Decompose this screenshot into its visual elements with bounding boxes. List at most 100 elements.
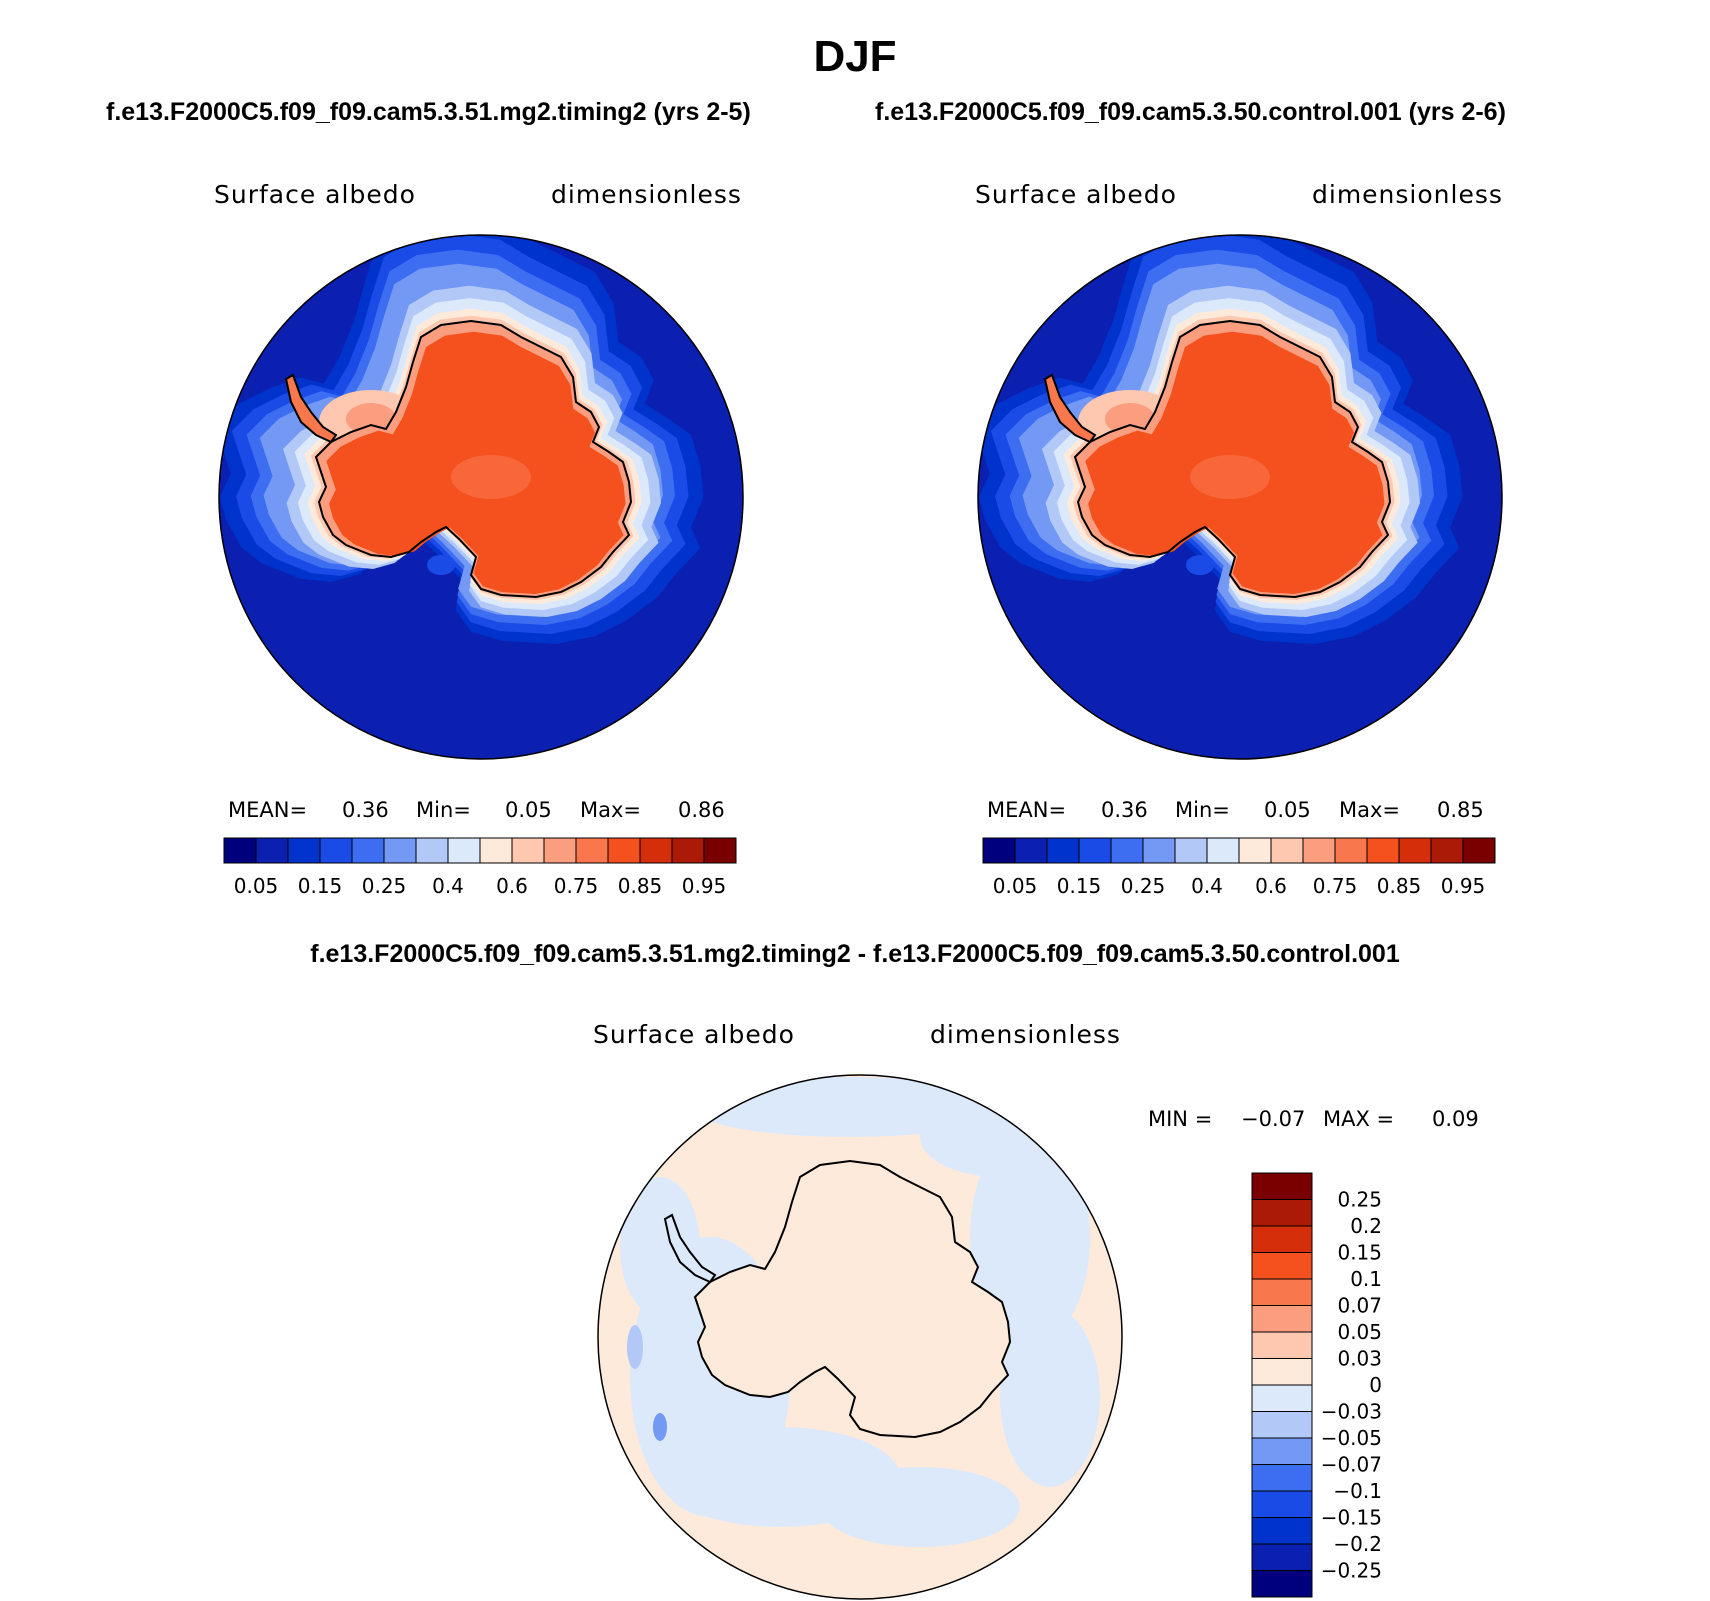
- colorbar-swatch: [479, 837, 513, 864]
- colorbar-swatch: [639, 837, 673, 864]
- colorbar-tick-label: 0.25: [1337, 1188, 1382, 1212]
- colorbar-swatch: [1398, 837, 1432, 864]
- panel-right-units: dimensionless: [1312, 180, 1503, 209]
- colorbar-swatch: [415, 837, 449, 864]
- colorbar-tick-label: −0.25: [1321, 1559, 1382, 1583]
- panel-right-mean: 0.36: [1101, 798, 1148, 822]
- colorbar-tick-label: 0.4: [432, 874, 464, 898]
- panel-left-mean-label: MEAN=: [228, 798, 308, 822]
- colorbar-tick-label: 0.15: [1057, 874, 1102, 898]
- negative-anomaly-strong: [627, 1325, 643, 1369]
- panel-right-map-border: [977, 234, 1503, 760]
- peninsula-coastline: [663, 1213, 717, 1284]
- colorbar-swatch: [1302, 837, 1336, 864]
- colorbar-swatch: [1251, 1252, 1313, 1280]
- difference-variable: Surface albedo: [593, 1020, 795, 1049]
- negative-anomaly: [970, 1127, 1090, 1347]
- colorbar-swatch: [1251, 1225, 1313, 1253]
- colorbar-swatch: [1174, 837, 1208, 864]
- colorbar-swatch: [223, 837, 257, 864]
- colorbar-swatch: [287, 837, 321, 864]
- panel-right-min: 0.05: [1264, 798, 1311, 822]
- colorbar-swatch: [351, 837, 385, 864]
- colorbar-tick-label: −0.15: [1321, 1506, 1382, 1530]
- panel-left-map-border: [218, 234, 744, 760]
- difference-max-label: MAX =: [1323, 1107, 1395, 1131]
- interior-patch: [451, 455, 531, 499]
- peninsula-coastline: [1043, 373, 1097, 444]
- colorbar-swatch: [511, 837, 545, 864]
- panel-left-max: 0.86: [678, 798, 725, 822]
- colorbar-tick-label: −0.03: [1321, 1400, 1382, 1424]
- colorbar-tick-label: 0.03: [1337, 1347, 1382, 1371]
- colorbar-swatch: [255, 837, 289, 864]
- colorbar-swatch: [1251, 1411, 1313, 1439]
- colorbar-swatch: [1251, 1305, 1313, 1333]
- panel-right-colorbar: 0.05 0.15 0.25 0.4 0.6 0.75 0.85 0.95: [982, 837, 1496, 898]
- colorbar-tick-label: 0.75: [1313, 874, 1358, 898]
- colorbar-tick-label: 0.1: [1350, 1267, 1382, 1291]
- panel-left-variable: Surface albedo: [214, 180, 416, 209]
- colorbar-swatch: [543, 837, 577, 864]
- colorbar-tick-label: 0.95: [1441, 874, 1486, 898]
- colorbar-tick-label: 0.05: [234, 874, 279, 898]
- difference-max: 0.09: [1432, 1107, 1479, 1131]
- sea-ice-blob-core: [346, 403, 396, 435]
- colorbar-swatch: [1366, 837, 1400, 864]
- colorbar-tick-label: 0.25: [362, 874, 407, 898]
- colorbar-swatch: [1251, 1437, 1313, 1465]
- colorbar-tick-label: −0.07: [1321, 1453, 1382, 1477]
- positive-anomaly: [741, 1075, 759, 1098]
- difference-units: dimensionless: [930, 1020, 1121, 1049]
- colorbar-swatch: [1046, 837, 1080, 864]
- panel-left-map: [219, 235, 743, 759]
- negative-anomaly: [1000, 1307, 1100, 1487]
- panel-right-max: 0.85: [1437, 798, 1484, 822]
- negative-anomaly: [620, 1177, 700, 1317]
- colorbar-swatch: [671, 837, 705, 864]
- colorbar-swatch: [1251, 1517, 1313, 1545]
- colorbar-swatch: [1251, 1543, 1313, 1571]
- colorbar-tick-label: 0.85: [618, 874, 663, 898]
- colorbar-swatch: [383, 837, 417, 864]
- difference-map: [598, 1075, 1122, 1599]
- panel-right-min-label: Min=: [1175, 798, 1230, 822]
- difference-min-label: MIN =: [1148, 1107, 1213, 1131]
- colorbar-swatch: [1251, 1490, 1313, 1518]
- colorbar-tick-label: 0.75: [554, 874, 599, 898]
- panel-left-units: dimensionless: [551, 180, 742, 209]
- colorbar-swatch: [1251, 1199, 1313, 1227]
- panel-right-case-title: f.e13.F2000C5.f09_f09.cam5.3.50.control.…: [875, 98, 1506, 126]
- ross-sea-inlet: [1186, 555, 1214, 575]
- panel-right-max-label: Max=: [1339, 798, 1401, 822]
- colorbar-tick-label: 0.25: [1121, 874, 1166, 898]
- colorbar-tick-label: 0.95: [682, 874, 727, 898]
- colorbar-tick-label: −0.2: [1333, 1532, 1382, 1556]
- colorbar-tick-label: −0.05: [1321, 1426, 1382, 1450]
- colorbar-swatch: [1014, 837, 1048, 864]
- panel-right-variable: Surface albedo: [975, 180, 1177, 209]
- colorbar-swatch: [1251, 1464, 1313, 1492]
- colorbar-swatch: [982, 837, 1016, 864]
- colorbar-swatch: [1238, 837, 1272, 864]
- panel-left-min-label: Min=: [416, 798, 471, 822]
- coastline: [314, 319, 633, 599]
- coastline: [1073, 319, 1392, 599]
- negative-anomaly-strong: [653, 1413, 667, 1441]
- colorbar-swatch: [1078, 837, 1112, 864]
- sea-ice-blob-core: [1105, 403, 1155, 435]
- colorbar-swatch: [607, 837, 641, 864]
- colorbar-swatch: [703, 837, 737, 864]
- colorbar-tick-label: −0.1: [1333, 1479, 1382, 1503]
- colorbar-swatch: [1251, 1331, 1313, 1359]
- colorbar-swatch: [1270, 837, 1304, 864]
- colorbar-swatch: [1251, 1358, 1313, 1386]
- panel-left-mean: 0.36: [342, 798, 389, 822]
- colorbar-tick-label: 0.6: [496, 874, 528, 898]
- colorbar-swatch: [1206, 837, 1240, 864]
- colorbar-tick-label: 0.6: [1255, 874, 1287, 898]
- panel-left-colorbar: 0.05 0.15 0.25 0.4 0.6 0.75 0.85 0.95: [223, 837, 737, 898]
- colorbar-tick-label: 0.15: [298, 874, 343, 898]
- colorbar-swatch: [1251, 1278, 1313, 1306]
